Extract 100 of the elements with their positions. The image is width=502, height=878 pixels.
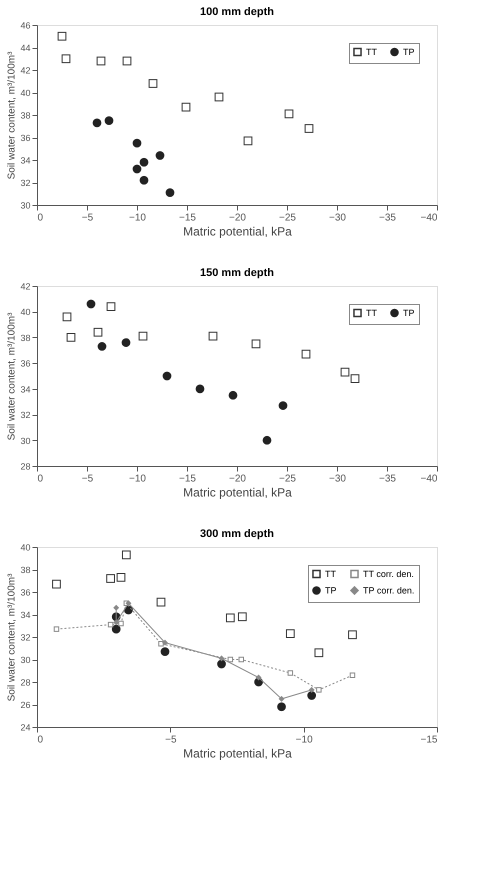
chart-title: 150 mm depth	[200, 267, 274, 279]
point	[62, 312, 72, 322]
point	[86, 300, 96, 308]
x-axis-title: Matric potential, kPa	[183, 746, 292, 760]
y-tick-label: 30	[20, 436, 30, 446]
y-tick-label: 32	[20, 632, 30, 642]
point	[252, 339, 260, 348]
x-tick-label: −10	[129, 474, 146, 484]
point	[106, 302, 116, 311]
point	[98, 342, 106, 351]
x-tick-label: −10	[296, 734, 314, 746]
point	[140, 176, 148, 185]
x-tick-label: 0	[38, 212, 44, 224]
point	[138, 332, 148, 341]
y-tick-label: 42	[20, 66, 30, 76]
point	[148, 79, 158, 88]
y-tick-label: 34	[20, 384, 30, 394]
legend-label: TT	[366, 46, 378, 57]
y-tick-label: 38	[20, 565, 30, 575]
x-axis-title: Matric potential, kPa	[183, 486, 292, 500]
y-tick-label: 28	[20, 462, 30, 472]
x-tick-label: −15	[179, 474, 196, 484]
y-tick-label: 30	[20, 200, 30, 210]
point	[284, 110, 294, 118]
x-tick-label: −10	[129, 212, 146, 224]
y-tick-label: 32	[20, 410, 30, 420]
x-tick-label: −25	[279, 212, 296, 224]
y-tick-label: 36	[20, 133, 30, 143]
y-tick-label: 34	[20, 156, 30, 166]
point	[92, 118, 102, 128]
legend-label: TT corr. den.	[363, 568, 414, 579]
x-tick-label: −35	[379, 212, 396, 224]
y-tick-label: 38	[20, 332, 30, 343]
legend-label: TP corr. den.	[363, 586, 414, 596]
x-tick-label: 0	[38, 734, 44, 746]
x-tick-label: −40	[420, 212, 438, 224]
y-axis-title: Soil water content, m³/100m³	[6, 50, 18, 180]
point	[304, 124, 314, 133]
legend-label: TT	[325, 568, 336, 579]
chart-title: 300 mm depth	[200, 528, 274, 540]
point	[156, 151, 164, 160]
point	[262, 436, 272, 445]
x-tick-label: −5	[82, 212, 94, 224]
y-axis-title: Soil water content, m³/100m³	[6, 312, 18, 440]
x-tick-label: −5	[165, 734, 177, 746]
x-tick-label: −40	[420, 474, 438, 484]
point	[62, 54, 70, 64]
chart-title: 100 mm depth	[200, 6, 274, 18]
point	[244, 136, 252, 146]
point	[166, 188, 174, 197]
y-tick-label: 30	[20, 655, 30, 665]
point	[278, 401, 288, 410]
y-tick-label: 36	[20, 588, 30, 598]
point	[162, 372, 172, 380]
y-tick-label: 24	[20, 722, 30, 732]
x-tick-label: −15	[179, 212, 196, 224]
y-tick-label: 42	[20, 282, 30, 292]
y-tick-label: 34	[20, 610, 30, 620]
x-tick-label: −20	[229, 212, 246, 224]
x-tick-label: −20	[229, 474, 246, 484]
point	[182, 102, 190, 112]
x-tick-label: −5	[82, 474, 94, 484]
x-axis-title: Matric potential, kPa	[183, 224, 292, 238]
y-tick-label: 26	[20, 700, 30, 710]
x-tick-label: −15	[420, 734, 438, 746]
point	[122, 56, 132, 66]
y-tick-label: 44	[20, 43, 30, 53]
point	[122, 338, 130, 347]
point	[302, 350, 310, 359]
y-tick-label: 36	[20, 358, 30, 369]
point	[132, 138, 142, 148]
legend-label: TP	[403, 46, 415, 57]
x-tick-label: −30	[329, 474, 346, 484]
x-tick-label: −35	[379, 474, 396, 484]
y-tick-label: 32	[20, 178, 30, 188]
y-tick-label: 28	[20, 678, 30, 688]
point	[350, 374, 360, 383]
x-tick-label: 0	[38, 474, 44, 484]
point	[140, 158, 148, 167]
x-tick-label: −25	[279, 474, 296, 484]
legend-label: TP	[403, 308, 415, 318]
y-tick-label: 40	[20, 542, 30, 552]
point	[58, 32, 66, 41]
y-tick-label: 40	[20, 88, 30, 98]
point	[214, 92, 224, 102]
point	[96, 56, 106, 66]
point	[66, 333, 76, 342]
point	[340, 368, 350, 377]
point	[228, 390, 238, 400]
x-tick-label: −30	[329, 212, 346, 224]
legend-label: TP	[325, 586, 337, 596]
point	[196, 384, 204, 394]
legend-label: TT	[366, 308, 378, 318]
point	[208, 332, 218, 341]
point	[104, 116, 114, 125]
y-tick-label: 38	[20, 110, 30, 120]
point	[94, 328, 102, 337]
y-axis-title: Soil water content, m³/100m³	[6, 572, 18, 702]
y-tick-label: 40	[20, 307, 30, 318]
point	[132, 164, 142, 174]
